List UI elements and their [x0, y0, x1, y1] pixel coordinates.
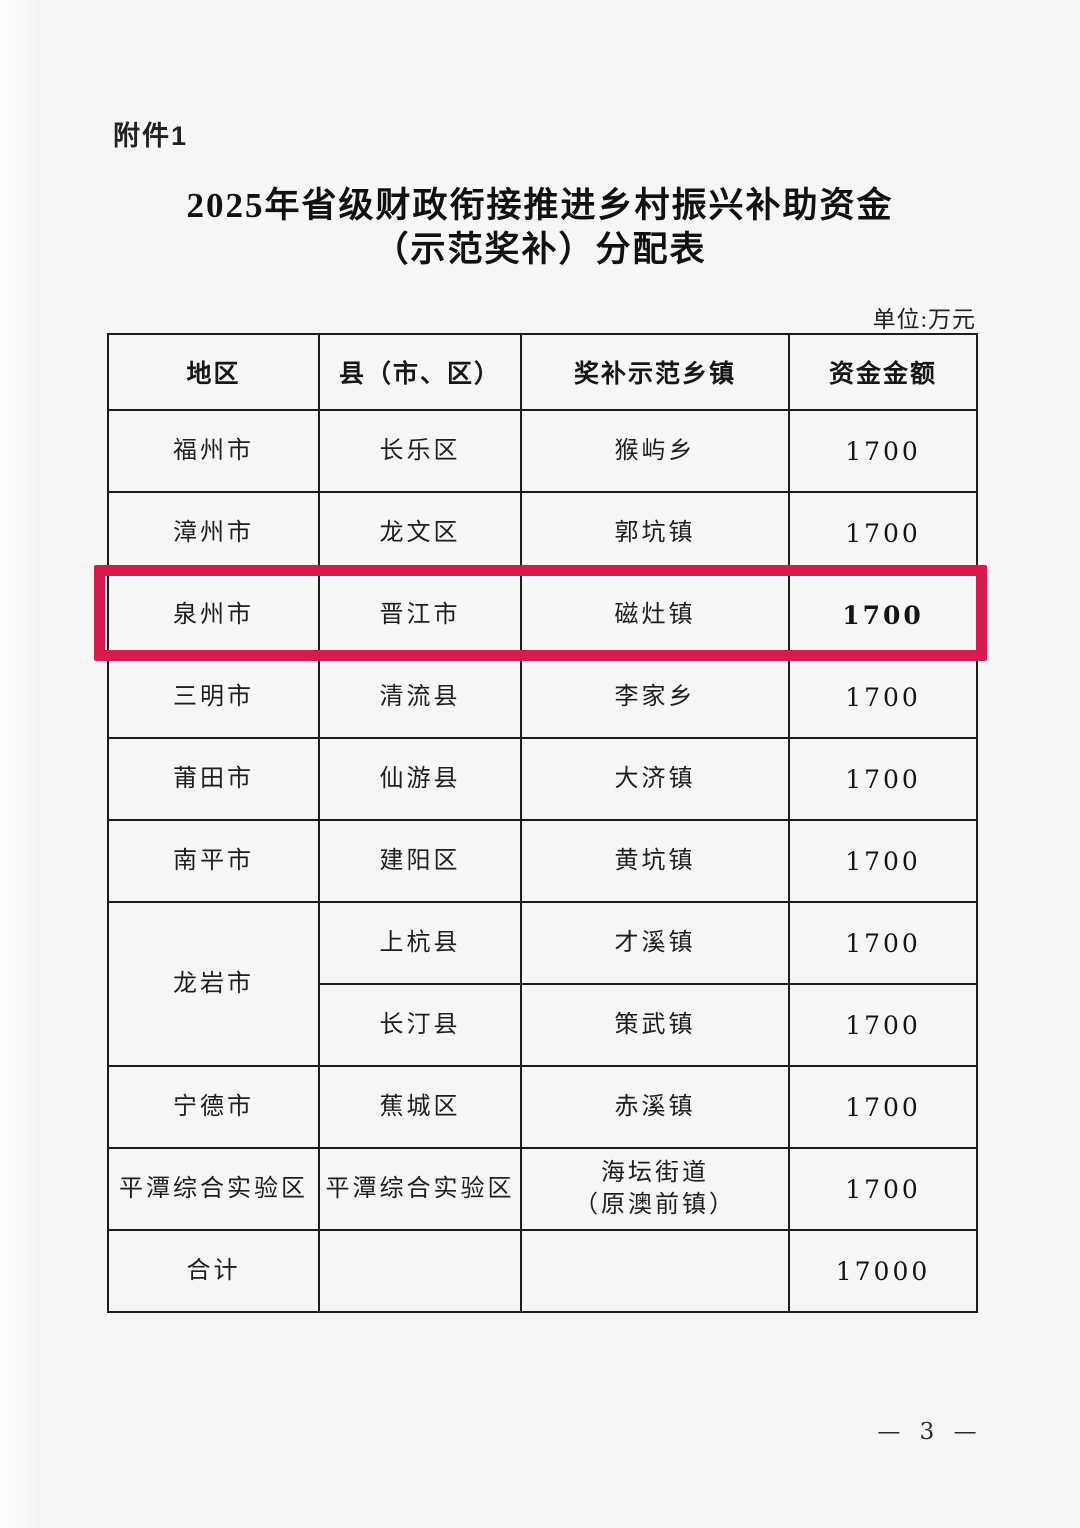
table-row: 南平市 建阳区 黄坑镇 1700 — [107, 819, 978, 903]
amount-cell: 1700 — [788, 1147, 978, 1231]
table-row: 泉州市 晋江市 磁灶镇 1700 — [107, 573, 978, 657]
county-cell: 蕉城区 — [318, 1065, 522, 1149]
attachment-label: 附件1 — [113, 121, 189, 151]
header-amount: 资金金额 — [788, 333, 978, 411]
table-row: 宁德市 蕉城区 赤溪镇 1700 — [107, 1065, 978, 1149]
table-row: 福州市 长乐区 猴屿乡 1700 — [107, 409, 978, 493]
county-cell — [318, 1229, 522, 1313]
region-cell: 福州市 — [107, 409, 320, 493]
amount-cell: 1700 — [788, 1065, 978, 1149]
amount-cell: 1700 — [788, 491, 978, 575]
amount-cell: 1700 — [788, 573, 978, 657]
table-row: 三明市 清流县 李家乡 1700 — [107, 655, 978, 739]
county-cell: 龙文区 — [318, 491, 522, 575]
town-cell: 大济镇 — [520, 737, 790, 821]
town-cell: 猴屿乡 — [520, 409, 790, 493]
town-cell: 赤溪镇 — [520, 1065, 790, 1149]
table-body: 福州市 长乐区 猴屿乡 1700 漳州市 龙文区 郭坑镇 1700 泉州市 晋江市 磁灶镇 1700 三… — [107, 409, 978, 1313]
town-cell: 郭坑镇 — [520, 491, 790, 575]
amount-cell: 1700 — [788, 901, 978, 985]
town-cell — [520, 1229, 790, 1313]
county-cell: 清流县 — [318, 655, 522, 739]
town-cell: 才溪镇 — [520, 901, 790, 985]
allocation-table: 地区 县（市、区） 奖补示范乡镇 资金金额 福州市 长乐区 猴屿乡 1700 漳州市 龙文… — [107, 333, 978, 1313]
document-title-line2: （示范奖补）分配表 — [373, 230, 707, 269]
header-region: 地区 — [107, 333, 320, 411]
table-row: 漳州市 龙文区 郭坑镇 1700 — [107, 491, 978, 575]
town-cell: 李家乡 — [520, 655, 790, 739]
region-cell: 合计 — [107, 1229, 320, 1313]
town-cell: 磁灶镇 — [520, 573, 790, 657]
region-cell: 泉州市 — [107, 573, 320, 657]
unit-note: 单位:万元 — [872, 307, 976, 332]
amount-cell: 1700 — [788, 655, 978, 739]
county-cell: 长乐区 — [318, 409, 522, 493]
header-town: 奖补示范乡镇 — [520, 333, 790, 411]
region-cell: 漳州市 — [107, 491, 320, 575]
amount-cell: 17000 — [788, 1229, 978, 1313]
amount-cell: 1700 — [788, 983, 978, 1067]
town-cell: 策武镇 — [520, 983, 790, 1067]
county-cell: 建阳区 — [318, 819, 522, 903]
table-row: 龙岩市 上杭县 才溪镇 1700 — [107, 901, 978, 1067]
table-header-row: 地区 县（市、区） 奖补示范乡镇 资金金额 — [107, 333, 978, 411]
region-cell: 龙岩市 — [107, 901, 320, 1067]
region-cell: 平潭综合实验区 — [107, 1147, 320, 1231]
amount-cell: 1700 — [788, 819, 978, 903]
table-row: 长汀县 策武镇 1700 — [108, 983, 978, 1067]
header-county: 县（市、区） — [318, 333, 522, 411]
table-row: 平潭综合实验区 平潭综合实验区 海坛街道 （原澳前镇） 1700 — [107, 1147, 978, 1231]
table-row: 莆田市 仙游县 大济镇 1700 — [107, 737, 978, 821]
amount-cell: 1700 — [788, 737, 978, 821]
document-title: 2025年省级财政衔接推进乡村振兴补助资金 （示范奖补）分配表 — [0, 184, 1080, 272]
page-number: — 3 — — [877, 1419, 983, 1445]
region-cell: 莆田市 — [107, 737, 320, 821]
town-cell: 黄坑镇 — [520, 819, 790, 903]
town-cell: 海坛街道 （原澳前镇） — [520, 1147, 790, 1231]
region-cell: 三明市 — [107, 655, 320, 739]
county-cell: 平潭综合实验区 — [318, 1147, 522, 1231]
table-row-total: 合计 17000 — [107, 1229, 978, 1313]
region-cell: 南平市 — [107, 819, 320, 903]
document-title-line1: 2025年省级财政衔接推进乡村振兴补助资金 — [186, 186, 894, 225]
county-cell: 长汀县 — [318, 983, 522, 1067]
county-cell: 上杭县 — [318, 901, 522, 985]
county-cell: 仙游县 — [318, 737, 522, 821]
amount-cell: 1700 — [788, 409, 978, 493]
region-cell: 宁德市 — [107, 1065, 320, 1149]
county-cell: 晋江市 — [318, 573, 522, 657]
